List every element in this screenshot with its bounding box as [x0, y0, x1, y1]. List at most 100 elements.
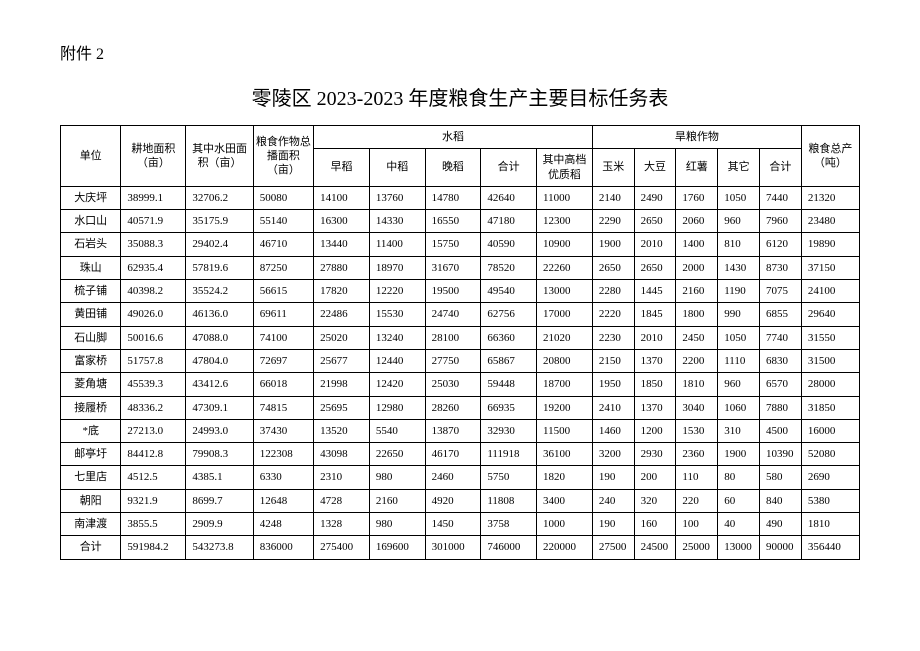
cell-value: 43098 [314, 443, 370, 466]
cell-value: 17000 [537, 303, 593, 326]
cell-value: 15530 [369, 303, 425, 326]
cell-value: 57819.6 [186, 256, 253, 279]
cell-value: 15750 [425, 233, 481, 256]
cell-value: 840 [760, 489, 802, 512]
cell-value: 7075 [760, 280, 802, 303]
cell-value: 27500 [592, 536, 634, 559]
cell-value: 46710 [253, 233, 313, 256]
cell-value: 2140 [592, 186, 634, 209]
cell-value: 12220 [369, 280, 425, 303]
cell-value: 2060 [676, 210, 718, 233]
cell-value: 40398.2 [121, 280, 186, 303]
cell-value: 32706.2 [186, 186, 253, 209]
cell-value: 66360 [481, 326, 537, 349]
cell-unit: 富家桥 [61, 349, 121, 372]
cell-value: 60 [718, 489, 760, 512]
cell-value: 10390 [760, 443, 802, 466]
cell-value: 22650 [369, 443, 425, 466]
cell-value: 5750 [481, 466, 537, 489]
cell-value: 1810 [801, 513, 859, 536]
th-subtotal2: 合计 [760, 149, 802, 187]
cell-value: 49026.0 [121, 303, 186, 326]
table-row: 黄田铺49026.046136.069611224861553024740627… [61, 303, 860, 326]
cell-value: 56615 [253, 280, 313, 303]
cell-value: 110 [676, 466, 718, 489]
cell-value: 69611 [253, 303, 313, 326]
cell-value: 45539.3 [121, 373, 186, 396]
cell-value: 3855.5 [121, 513, 186, 536]
data-table: 单位 耕地面积（亩） 其中水田面积（亩） 粮食作物总播面积（亩） 水稻 旱粮作物… [60, 125, 860, 560]
cell-value: 4500 [760, 419, 802, 442]
cell-value: 28100 [425, 326, 481, 349]
cell-value: 46170 [425, 443, 481, 466]
th-hq: 其中高档优质稻 [537, 149, 593, 187]
th-sown: 粮食作物总播面积（亩） [253, 126, 313, 187]
cell-value: 79908.3 [186, 443, 253, 466]
cell-value: 275400 [314, 536, 370, 559]
cell-value: 49540 [481, 280, 537, 303]
cell-value: 19200 [537, 396, 593, 419]
table-row: 富家桥51757.847804.072697256771244027750658… [61, 349, 860, 372]
th-sp: 红薯 [676, 149, 718, 187]
cell-value: 2000 [676, 256, 718, 279]
cell-value: 190 [592, 466, 634, 489]
cell-value: 74100 [253, 326, 313, 349]
cell-value: 3040 [676, 396, 718, 419]
cell-value: 1200 [634, 419, 676, 442]
table-row: 邮亭圩84412.879908.312230843098226504617011… [61, 443, 860, 466]
th-corn: 玉米 [592, 149, 634, 187]
cell-value: 55140 [253, 210, 313, 233]
cell-value: 5540 [369, 419, 425, 442]
cell-value: 580 [760, 466, 802, 489]
cell-value: 28000 [801, 373, 859, 396]
cell-value: 2160 [369, 489, 425, 512]
cell-value: 6855 [760, 303, 802, 326]
cell-value: 6570 [760, 373, 802, 396]
cell-value: 66018 [253, 373, 313, 396]
cell-value: 4512.5 [121, 466, 186, 489]
cell-value: 960 [718, 373, 760, 396]
cell-value: 1900 [718, 443, 760, 466]
cell-value: 51757.8 [121, 349, 186, 372]
cell-value: 1328 [314, 513, 370, 536]
cell-value: 19890 [801, 233, 859, 256]
cell-value: 13870 [425, 419, 481, 442]
cell-value: 2930 [634, 443, 676, 466]
cell-value: 13440 [314, 233, 370, 256]
cell-value: 3758 [481, 513, 537, 536]
cell-value: 4728 [314, 489, 370, 512]
table-row: 珠山62935.457819.6872502788018970316707852… [61, 256, 860, 279]
cell-value: 2410 [592, 396, 634, 419]
cell-value: 24993.0 [186, 419, 253, 442]
cell-value: 1370 [634, 396, 676, 419]
cell-value: 37430 [253, 419, 313, 442]
th-cultivated: 耕地面积（亩） [121, 126, 186, 187]
cell-unit: 南津渡 [61, 513, 121, 536]
cell-value: 18970 [369, 256, 425, 279]
cell-value: 1845 [634, 303, 676, 326]
cell-value: 5380 [801, 489, 859, 512]
cell-value: 7440 [760, 186, 802, 209]
cell-unit: 梳子铺 [61, 280, 121, 303]
cell-value: 4248 [253, 513, 313, 536]
cell-value: 32930 [481, 419, 537, 442]
th-mid: 中稻 [369, 149, 425, 187]
cell-value: 12300 [537, 210, 593, 233]
cell-value: 24100 [801, 280, 859, 303]
cell-value: 25030 [425, 373, 481, 396]
cell-value: 17820 [314, 280, 370, 303]
cell-value: 8699.7 [186, 489, 253, 512]
cell-value: 100 [676, 513, 718, 536]
cell-value: 25020 [314, 326, 370, 349]
cell-value: 2909.9 [186, 513, 253, 536]
cell-value: 2460 [425, 466, 481, 489]
cell-value: 35175.9 [186, 210, 253, 233]
cell-value: 2690 [801, 466, 859, 489]
table-row: 石岩头35088.329402.446710134401140015750405… [61, 233, 860, 256]
cell-value: 169600 [369, 536, 425, 559]
cell-value: 78520 [481, 256, 537, 279]
cell-value: 35524.2 [186, 280, 253, 303]
cell-value: 7740 [760, 326, 802, 349]
cell-value: 27750 [425, 349, 481, 372]
cell-value: 6330 [253, 466, 313, 489]
